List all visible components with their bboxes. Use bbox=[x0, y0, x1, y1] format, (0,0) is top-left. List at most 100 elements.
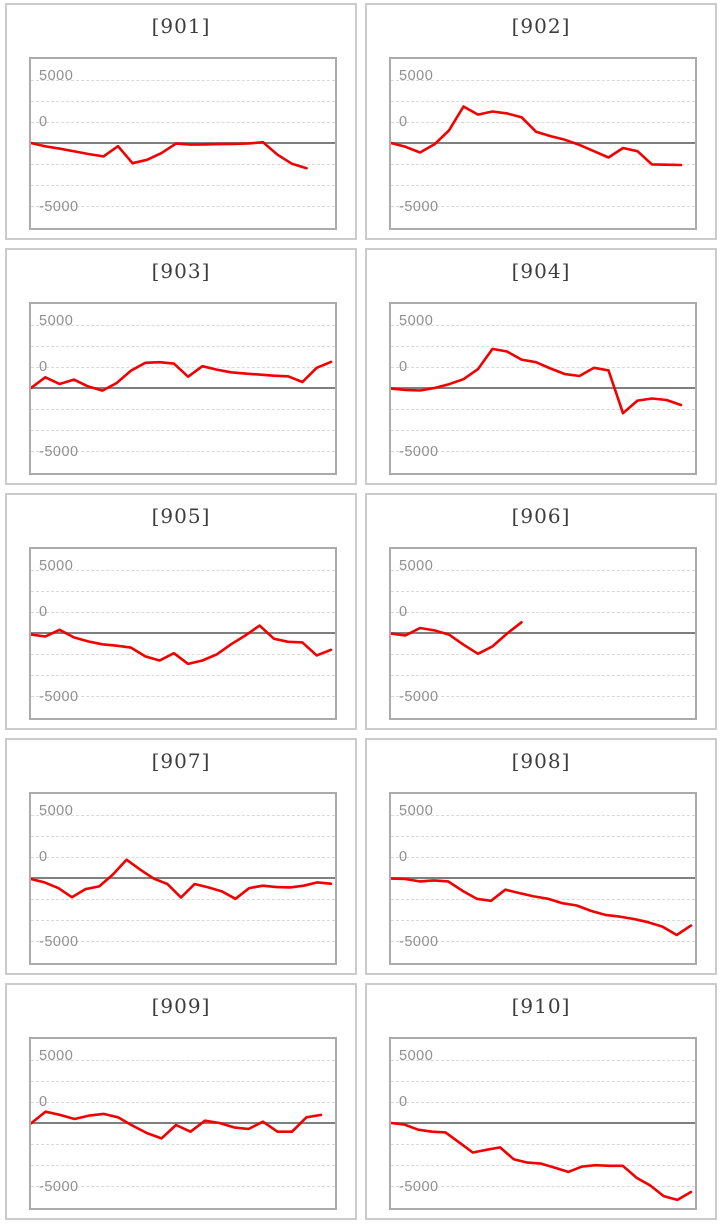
plot-area: 5000 0 -5000 bbox=[389, 792, 697, 965]
gridline bbox=[31, 122, 335, 123]
y-axis-label-5000: 5000 bbox=[399, 558, 434, 574]
chart-card: [909] 5000 0 -5000 bbox=[5, 983, 357, 1220]
line-series bbox=[391, 1121, 693, 1202]
gridline bbox=[31, 920, 335, 921]
chart-card: [908] 5000 0 -5000 bbox=[365, 738, 717, 975]
gridline bbox=[391, 367, 695, 368]
gridline bbox=[391, 941, 695, 942]
series-path bbox=[391, 1121, 693, 1202]
chart-card: [907] 5000 0 -5000 bbox=[5, 738, 357, 975]
gridline bbox=[31, 857, 335, 858]
plot-area: 5000 0 -5000 bbox=[29, 57, 337, 230]
plot-area: 5000 0 -5000 bbox=[29, 1037, 337, 1210]
line-series bbox=[31, 624, 333, 666]
gridline bbox=[31, 570, 335, 571]
gridline bbox=[31, 101, 335, 102]
y-axis-label-0: 0 bbox=[399, 1094, 408, 1110]
zero-axis-line bbox=[391, 877, 695, 879]
chart-title: [906] bbox=[511, 504, 571, 528]
gridline bbox=[31, 836, 335, 837]
gridline bbox=[391, 1081, 695, 1082]
gridline bbox=[391, 815, 695, 816]
series-path bbox=[31, 858, 333, 901]
y-axis-label-5000: 5000 bbox=[39, 1048, 74, 1064]
y-axis-label-0: 0 bbox=[39, 114, 48, 130]
zero-axis-line bbox=[391, 632, 695, 634]
gridline bbox=[31, 164, 335, 165]
chart-card: [903] 5000 0 -5000 bbox=[5, 248, 357, 485]
gridline bbox=[31, 1165, 335, 1166]
series-path bbox=[31, 140, 308, 170]
gridline bbox=[31, 80, 335, 81]
gridline bbox=[31, 941, 335, 942]
series-path bbox=[391, 621, 523, 656]
zero-axis-line bbox=[391, 1122, 695, 1124]
gridline bbox=[391, 570, 695, 571]
gridline bbox=[391, 1060, 695, 1061]
gridline bbox=[391, 409, 695, 410]
plot-area: 5000 0 -5000 bbox=[389, 302, 697, 475]
y-axis-label-neg-5000: -5000 bbox=[399, 689, 439, 705]
gridline bbox=[31, 409, 335, 410]
line-series bbox=[391, 347, 683, 415]
series-path bbox=[391, 877, 693, 937]
zero-axis-line bbox=[31, 632, 335, 634]
gridline bbox=[391, 836, 695, 837]
gridline bbox=[391, 591, 695, 592]
y-axis-label-0: 0 bbox=[399, 114, 408, 130]
chart-title: [909] bbox=[151, 994, 211, 1018]
line-series bbox=[31, 140, 308, 170]
zero-axis-line bbox=[31, 387, 335, 389]
gridline bbox=[31, 654, 335, 655]
y-axis-label-0: 0 bbox=[39, 849, 48, 865]
zero-axis-line bbox=[31, 1122, 335, 1124]
gridline bbox=[391, 346, 695, 347]
y-axis-label-0: 0 bbox=[39, 1094, 48, 1110]
gridline bbox=[391, 430, 695, 431]
gridline bbox=[31, 1144, 335, 1145]
chart-card: [906] 5000 0 -5000 bbox=[365, 493, 717, 730]
gridline bbox=[31, 815, 335, 816]
gridline bbox=[31, 346, 335, 347]
gridline bbox=[391, 1102, 695, 1103]
chart-title: [908] bbox=[511, 749, 571, 773]
gridline bbox=[31, 1102, 335, 1103]
series-path bbox=[31, 1110, 323, 1140]
series-path bbox=[391, 105, 683, 167]
gridline bbox=[391, 1144, 695, 1145]
gridline bbox=[391, 899, 695, 900]
y-axis-label-0: 0 bbox=[39, 604, 48, 620]
gridline bbox=[391, 206, 695, 207]
gridline bbox=[391, 101, 695, 102]
chart-card: [905] 5000 0 -5000 bbox=[5, 493, 357, 730]
gridline bbox=[31, 612, 335, 613]
chart-card: [904] 5000 0 -5000 bbox=[365, 248, 717, 485]
plot-area: 5000 0 -5000 bbox=[389, 57, 697, 230]
line-series bbox=[391, 621, 523, 656]
gridline bbox=[391, 857, 695, 858]
gridline bbox=[391, 654, 695, 655]
gridline bbox=[31, 1081, 335, 1082]
gridline bbox=[31, 696, 335, 697]
chart-title: [901] bbox=[151, 14, 211, 38]
gridline bbox=[391, 612, 695, 613]
plot-area: 5000 0 -5000 bbox=[29, 302, 337, 475]
zero-axis-line bbox=[391, 142, 695, 144]
y-axis-label-neg-5000: -5000 bbox=[39, 689, 79, 705]
gridline bbox=[31, 430, 335, 431]
chart-card: [901] 5000 0 -5000 bbox=[5, 3, 357, 240]
chart-card: [910] 5000 0 -5000 bbox=[365, 983, 717, 1220]
gridline bbox=[391, 185, 695, 186]
gridline bbox=[31, 451, 335, 452]
gridline bbox=[31, 899, 335, 900]
series-path bbox=[31, 360, 333, 392]
gridline bbox=[391, 164, 695, 165]
line-series bbox=[391, 877, 693, 937]
plot-area: 5000 0 -5000 bbox=[389, 547, 697, 720]
y-axis-label-neg-5000: -5000 bbox=[39, 199, 79, 215]
gridline bbox=[391, 325, 695, 326]
chart-title: [903] bbox=[151, 259, 211, 283]
gridline bbox=[391, 920, 695, 921]
y-axis-label-0: 0 bbox=[399, 849, 408, 865]
